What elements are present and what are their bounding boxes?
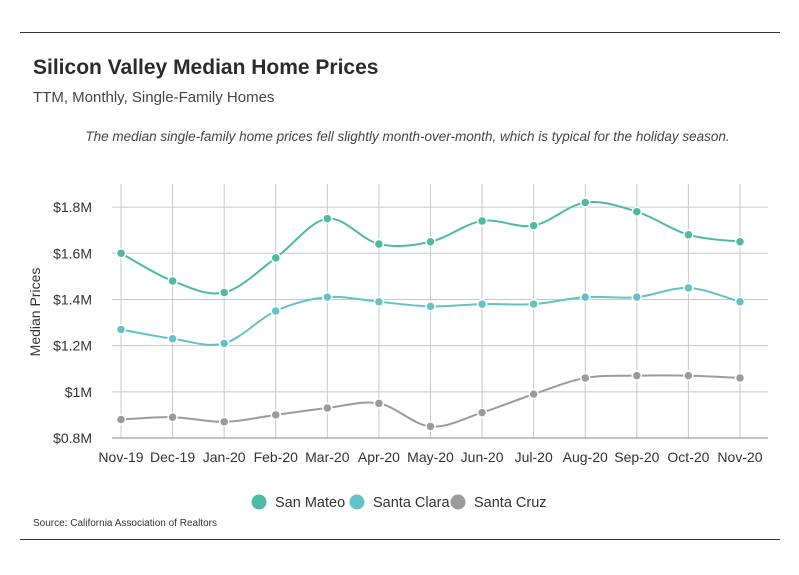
x-tick-label: Sep-20 [614,449,659,465]
data-point-santa-cruz [528,388,539,400]
y-tick-label: $1.8M [53,199,92,215]
data-point-santa-cruz [218,416,230,428]
data-point-santa-clara [476,298,488,310]
x-tick-label: Feb-20 [254,449,299,465]
data-point-santa-clara [683,282,694,294]
data-point-santa-cruz [373,398,385,409]
data-point-santa-clara [270,305,281,317]
data-point-santa-cruz [683,370,694,381]
data-point-san-mateo [322,213,333,224]
data-point-san-mateo [476,215,488,227]
x-tick-label: Jun-20 [461,449,504,465]
x-tick-label: Oct-20 [667,449,709,465]
y-tick-label: $1M [65,384,92,400]
data-point-san-mateo [580,197,591,208]
data-point-santa-cruz [476,407,488,418]
chart-title: Silicon Valley Median Home Prices [33,56,379,79]
legend-label-santa-cruz: Santa Cruz [474,495,547,511]
data-point-santa-clara [580,291,591,303]
y-tick-label: $0.8M [53,430,92,446]
y-tick-label: $1.6M [53,245,92,261]
legend-label-santa-clara: Santa Clara [373,495,451,511]
data-point-santa-cruz [734,372,746,384]
data-point-santa-clara [167,333,178,344]
data-point-santa-clara [218,338,230,349]
top-rule [20,32,780,33]
x-tick-label: Jan-20 [203,449,246,465]
y-tick-label: $1.2M [53,338,92,354]
data-point-santa-clara [734,296,746,308]
x-tick-label: Mar-20 [305,449,350,465]
bottom-rule [20,539,780,540]
data-point-san-mateo [425,236,436,247]
data-point-santa-cruz [425,421,436,432]
x-tick-label: Jul-20 [515,449,553,465]
data-point-san-mateo [373,238,385,250]
data-point-santa-clara [425,301,436,312]
source-note: Source: California Association of Realto… [33,518,217,529]
data-point-santa-cruz [580,372,591,384]
x-tick-label: May-20 [407,449,454,465]
x-tick-label: Dec-19 [150,449,195,465]
x-tick-label: Aug-20 [563,449,608,465]
data-point-santa-cruz [167,411,178,423]
data-point-san-mateo [270,252,281,264]
legend-marker-santa-cruz [450,494,466,510]
data-point-san-mateo [734,236,746,247]
legend-label-san-mateo: San Mateo [275,495,345,511]
data-point-san-mateo [115,248,127,259]
data-point-santa-clara [115,324,127,335]
x-tick-label: Nov-19 [98,449,143,465]
x-tick-label: Apr-20 [358,449,400,465]
x-tick-label: Nov-20 [717,449,762,465]
chart-subtitle: TTM, Monthly, Single-Family Homes [33,89,275,106]
data-point-san-mateo [528,220,539,231]
data-point-san-mateo [631,206,643,217]
data-point-santa-clara [322,291,333,303]
legend-marker-san-mateo [251,494,267,510]
data-point-santa-cruz [322,402,333,414]
chart-note: The median single-family home prices fel… [85,129,730,144]
y-tick-label: $1.4M [53,291,92,307]
data-point-santa-clara [631,291,643,303]
data-point-santa-cruz [270,409,281,421]
data-point-san-mateo [167,275,178,287]
data-point-santa-clara [373,296,385,308]
data-point-santa-clara [528,298,539,310]
data-point-san-mateo [218,287,230,298]
y-axis-label: Median Prices [27,268,43,357]
data-point-santa-cruz [631,370,643,381]
data-point-san-mateo [683,229,694,241]
data-point-santa-cruz [115,414,127,425]
legend-marker-santa-clara [349,494,365,510]
